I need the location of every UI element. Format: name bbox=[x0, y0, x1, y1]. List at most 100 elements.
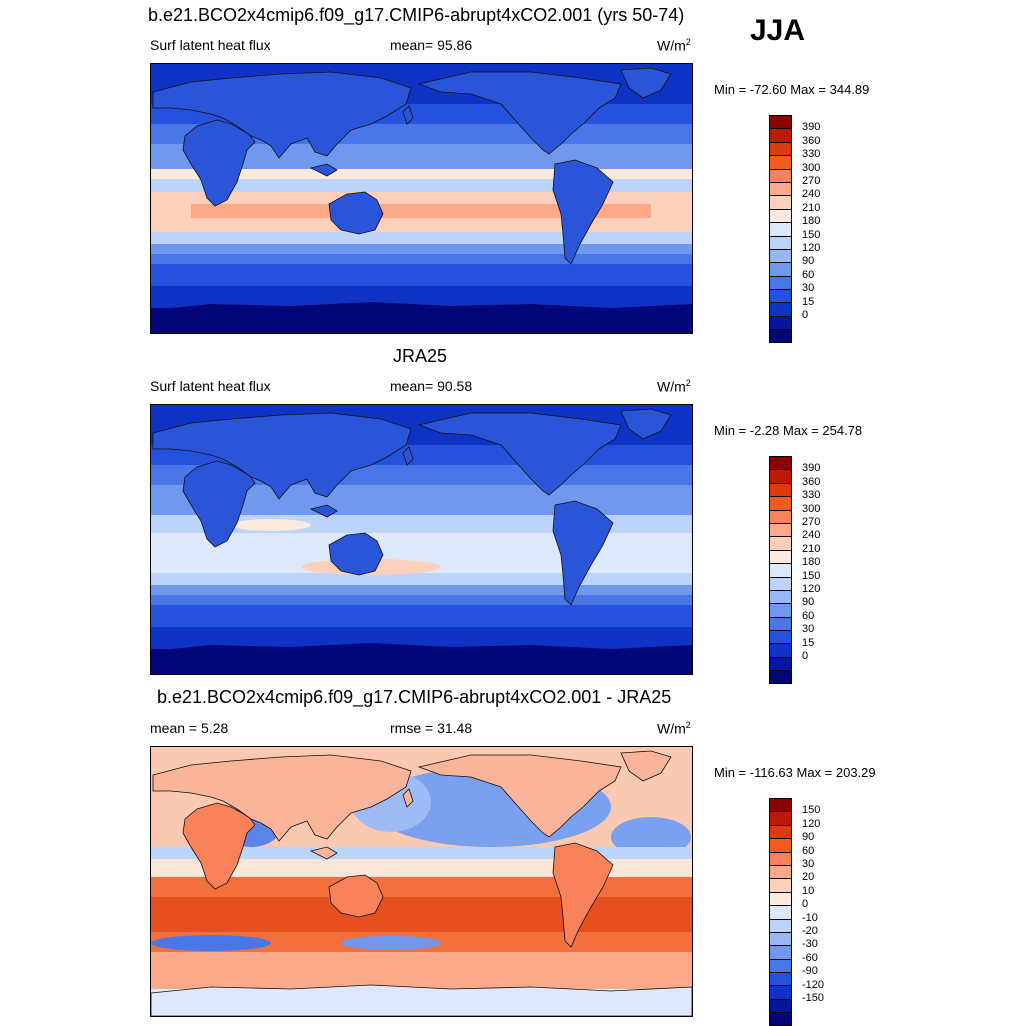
panel-2-map bbox=[150, 404, 693, 675]
colorbar-swatch bbox=[769, 864, 792, 879]
colorbar-tick-label: 180 bbox=[802, 215, 821, 228]
panel-1-mean-label: mean= 95.86 bbox=[390, 37, 473, 53]
colorbar-swatch bbox=[769, 315, 792, 330]
colorbar-swatch bbox=[769, 798, 792, 812]
colorbar-tick-label: 270 bbox=[802, 175, 821, 187]
colorbar-swatch bbox=[769, 972, 792, 986]
colorbar-swatch bbox=[769, 509, 792, 523]
colorbar-tick-label: -90 bbox=[802, 965, 818, 978]
colorbar-swatch bbox=[769, 262, 792, 276]
panel-3-map bbox=[150, 746, 693, 1017]
colorbar-tick-label: 60 bbox=[802, 844, 815, 857]
colorbar-swatch bbox=[769, 456, 792, 470]
colorbar-tick-label: 150 bbox=[802, 804, 821, 817]
panel-1-variable-label: Surf latent heat flux bbox=[150, 37, 271, 53]
colorbar-swatch bbox=[769, 838, 792, 852]
colorbar-tick-label: -120 bbox=[802, 978, 825, 991]
colorbar-tick-label: -30 bbox=[802, 938, 818, 951]
colorbar-swatch bbox=[769, 878, 792, 892]
panel-2-units: W/m2 bbox=[657, 378, 691, 395]
colorbar-swatch bbox=[769, 195, 792, 209]
colorbar-swatch bbox=[769, 275, 792, 290]
panel-1-minmax: Min = -72.60 Max = 344.89 bbox=[714, 82, 870, 97]
colorbar-tick-label: 330 bbox=[802, 489, 821, 502]
colorbar-swatch bbox=[769, 811, 792, 825]
panel-1-map-svg bbox=[151, 64, 692, 333]
colorbar-tick-label: -60 bbox=[802, 951, 818, 964]
panel-2-units-sup: 2 bbox=[685, 378, 691, 388]
colorbar-tick-label: 20 bbox=[802, 871, 815, 884]
colorbar-tick-label: 270 bbox=[802, 516, 821, 528]
colorbar-tick-label: 120 bbox=[802, 583, 821, 595]
panel-1-title: b.e21.BCO2x4cmip6.f09_g17.CMIP6-abrupt4x… bbox=[148, 5, 685, 25]
colorbar-tick-label: -20 bbox=[802, 925, 818, 937]
colorbar-tick-label: 360 bbox=[802, 475, 821, 488]
colorbar-swatch bbox=[769, 643, 792, 657]
colorbar-swatch bbox=[769, 918, 792, 932]
panel-3-title: b.e21.BCO2x4cmip6.f09_g17.CMIP6-abrupt4x… bbox=[157, 687, 672, 707]
colorbar-tick-label: 0 bbox=[802, 309, 809, 321]
colorbar-tick-label: 30 bbox=[802, 858, 815, 870]
colorbar-swatch bbox=[769, 563, 792, 577]
colorbar-tick-label: 210 bbox=[802, 201, 821, 214]
colorbar-swatch bbox=[769, 302, 792, 316]
colorbar-tick-label: 360 bbox=[802, 134, 821, 147]
colorbar-swatch bbox=[769, 656, 792, 671]
colorbar-swatch bbox=[769, 329, 792, 343]
colorbar-swatch bbox=[769, 248, 792, 263]
colorbar-swatch bbox=[769, 985, 792, 999]
panel-1-units-text: W/m bbox=[657, 37, 686, 54]
colorbar-swatch bbox=[769, 603, 792, 617]
colorbar-tick-label: 120 bbox=[802, 817, 821, 830]
colorbar-swatch bbox=[769, 549, 792, 564]
panel-3-mean-label: mean = 5.28 bbox=[150, 720, 229, 736]
panel-3-units-sup: 2 bbox=[685, 720, 691, 730]
colorbar-tick-label: 10 bbox=[802, 884, 815, 897]
colorbar-swatch bbox=[769, 630, 792, 644]
colorbar-swatch bbox=[769, 155, 792, 169]
panel-3-units: W/m2 bbox=[657, 720, 691, 737]
colorbar-tick-label: 0 bbox=[802, 650, 809, 662]
panel-2-map-svg bbox=[151, 405, 692, 674]
colorbar-tick-label: 30 bbox=[802, 282, 815, 295]
colorbar-swatch bbox=[769, 589, 792, 604]
colorbar-tick-label: 150 bbox=[802, 228, 821, 241]
panel-2-units-text: W/m bbox=[657, 378, 686, 395]
colorbar-swatch bbox=[769, 945, 792, 959]
panel-2-title: JRA25 bbox=[393, 346, 448, 366]
colorbar-tick-label: 390 bbox=[802, 462, 821, 475]
colorbar-swatch bbox=[769, 522, 792, 537]
colorbar-tick-label: 300 bbox=[802, 502, 821, 515]
panel-3-colorbar bbox=[769, 798, 792, 1026]
colorbar-tick-label: 210 bbox=[802, 542, 821, 555]
colorbar-swatch bbox=[769, 496, 792, 510]
panel-2-variable-label: Surf latent heat flux bbox=[150, 378, 271, 394]
colorbar-tick-label: 90 bbox=[802, 831, 815, 844]
colorbar-swatch bbox=[769, 670, 792, 684]
colorbar-tick-label: 390 bbox=[802, 121, 821, 134]
colorbar-swatch bbox=[769, 824, 792, 839]
colorbar-swatch bbox=[769, 469, 792, 483]
colorbar-tick-label: 300 bbox=[802, 161, 821, 174]
colorbar-tick-label: 30 bbox=[802, 623, 815, 636]
colorbar-tick-label: 90 bbox=[802, 255, 815, 268]
colorbar-swatch bbox=[769, 576, 792, 590]
colorbar-swatch bbox=[769, 998, 792, 1013]
colorbar-tick-label: -10 bbox=[802, 911, 818, 924]
season-label: JJA bbox=[750, 14, 806, 47]
colorbar-swatch bbox=[769, 168, 792, 182]
panel-3-minmax: Min = -116.63 Max = 203.29 bbox=[714, 765, 876, 780]
panel-3-rmse-label: rmse = 31.48 bbox=[390, 720, 473, 736]
colorbar-swatch bbox=[769, 905, 792, 919]
colorbar-tick-label: 240 bbox=[802, 529, 821, 542]
panel-2-minmax: Min = -2.28 Max = 254.78 bbox=[714, 423, 863, 438]
colorbar-swatch bbox=[769, 235, 792, 249]
colorbar-tick-label: 180 bbox=[802, 556, 821, 569]
colorbar-swatch bbox=[769, 958, 792, 973]
panel-3-units-text: W/m bbox=[657, 720, 686, 737]
colorbar-swatch bbox=[769, 482, 792, 497]
panel-3-map-svg bbox=[151, 747, 692, 1016]
colorbar-swatch bbox=[769, 208, 792, 223]
colorbar-swatch bbox=[769, 181, 792, 196]
colorbar-tick-label: 120 bbox=[802, 242, 821, 254]
